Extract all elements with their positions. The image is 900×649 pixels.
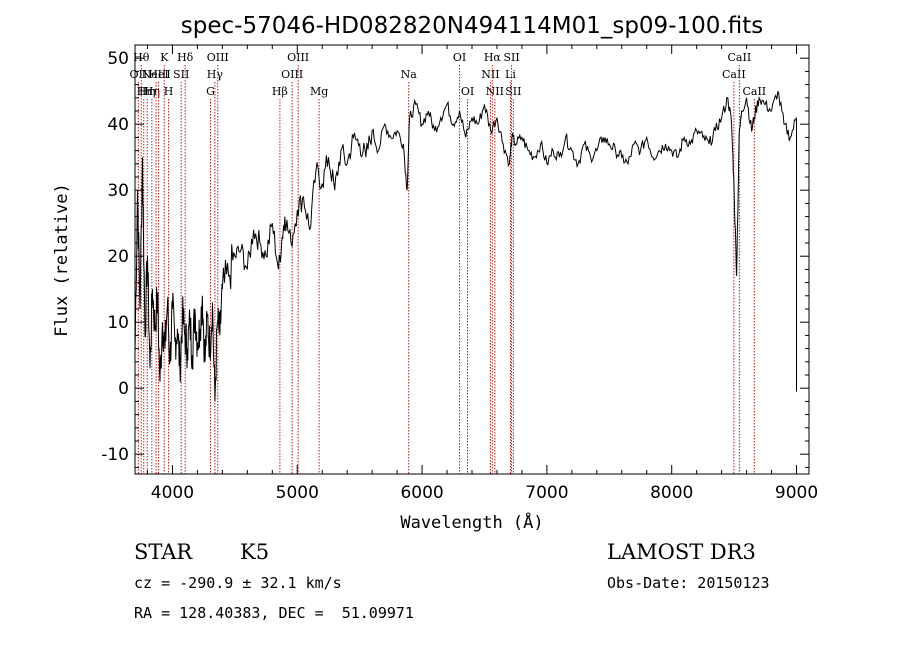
line-marker-label: OIII	[287, 51, 309, 64]
y-tick-label: 0	[118, 379, 129, 399]
line-marker-label: OI	[453, 51, 466, 64]
x-tick-label: 6000	[400, 483, 443, 503]
line-marker-label: Li	[505, 68, 516, 81]
line-marker-label: Hη	[144, 85, 160, 98]
x-axis-label: Wavelength (Å)	[400, 511, 543, 533]
x-tick-label: 4000	[151, 483, 194, 503]
line-marker-label: G	[206, 85, 215, 98]
x-tick-label: 7000	[525, 483, 568, 503]
plot-frame	[134, 44, 810, 475]
survey-name: LAMOST DR3	[607, 540, 756, 564]
line-marker-label: Hη	[139, 85, 155, 98]
y-tick-label: 40	[107, 115, 129, 135]
line-marker-label: OIII	[281, 68, 303, 81]
y-tick-label: 10	[107, 313, 129, 333]
line-marker-label: NII	[481, 68, 499, 81]
line-marker-label: Hι	[137, 85, 151, 98]
object-class: STAR	[134, 540, 193, 564]
line-marker-label: OII	[130, 68, 148, 81]
line-marker-label: K	[160, 51, 169, 64]
line-marker-label: H	[164, 85, 174, 98]
x-tick-label: 8000	[650, 483, 693, 503]
line-marker-label: CaII	[722, 68, 746, 81]
line-marker-label: Hγ	[207, 68, 224, 81]
redshift-text: cz = -290.9 ± 32.1 km/s	[134, 574, 342, 592]
line-marker-label: Hδ	[177, 51, 194, 64]
chart-title: spec-57046-HD082820N494114M01_sp09-100.f…	[181, 13, 763, 39]
obs-date-text: Obs-Date: 20150123	[607, 574, 770, 592]
y-tick-label: 30	[107, 181, 129, 201]
line-marker-label: Mg	[310, 85, 328, 98]
y-tick-label: 50	[107, 49, 129, 69]
line-marker-label: CaII	[742, 85, 766, 98]
x-tick-label: 9000	[775, 483, 818, 503]
axes: 4000 5000 6000 7000 8000 9000 -10 0 10 20 30 40 50	[101, 44, 818, 503]
line-marker-label: Hα	[484, 51, 502, 64]
x-tick-label: 5000	[276, 483, 319, 503]
line-marker-label: OIII	[207, 51, 229, 64]
line-marker-label: Hθ	[133, 51, 150, 64]
line-marker-label: Na	[401, 68, 418, 81]
y-tick-label: 20	[107, 247, 129, 267]
line-marker-label: NII	[486, 85, 504, 98]
line-marker-label: SII	[173, 68, 189, 81]
y-tick-label: -10	[101, 445, 129, 465]
line-marker-label: CaII	[728, 51, 752, 64]
coordinates-text: RA = 128.40383, DEC = 51.09971	[134, 604, 414, 622]
y-axis-label: Flux (relative)	[52, 183, 72, 337]
line-marker-label: HeI	[148, 68, 168, 81]
line-marker-label: Hβ	[272, 85, 288, 98]
line-marker-label: OI	[461, 85, 474, 98]
line-marker-label: NeIII	[142, 68, 171, 81]
spectrum-line	[134, 91, 797, 402]
object-subclass: K5	[240, 540, 270, 564]
line-marker-label: SII	[505, 85, 521, 98]
line-marker-label: SII	[503, 51, 519, 64]
